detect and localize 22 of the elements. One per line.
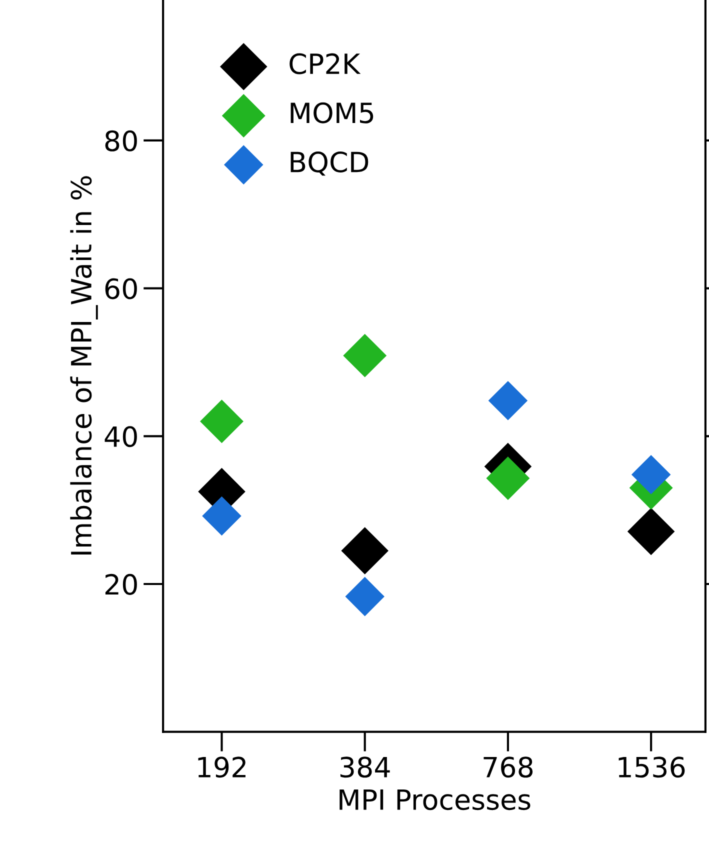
legend-label: CP2K [290,53,361,74]
x-tick-label: 768 [484,756,533,778]
y-tick-label: 60 [105,278,137,300]
y-tick-label: 80 [105,130,137,152]
x-tick-label: 192 [198,756,246,778]
legend-label: MOM5 [290,102,374,124]
y-tick-label: 20 [105,574,137,595]
point [627,508,675,556]
y-axis-title: Imbalance of MPI_Wait in % [70,176,98,554]
point [202,496,242,536]
x-axis-title: MPI Processes [340,789,530,810]
point [631,454,671,494]
point [488,381,528,420]
x-tick-label: 384 [340,756,390,778]
point [200,400,244,444]
point [345,576,384,616]
y-tick-label: 40 [104,426,137,448]
point [343,334,387,378]
x-tick-label: 1536 [618,756,685,778]
point [486,456,530,500]
point [341,527,389,574]
legend-label: BQCD [290,151,368,176]
